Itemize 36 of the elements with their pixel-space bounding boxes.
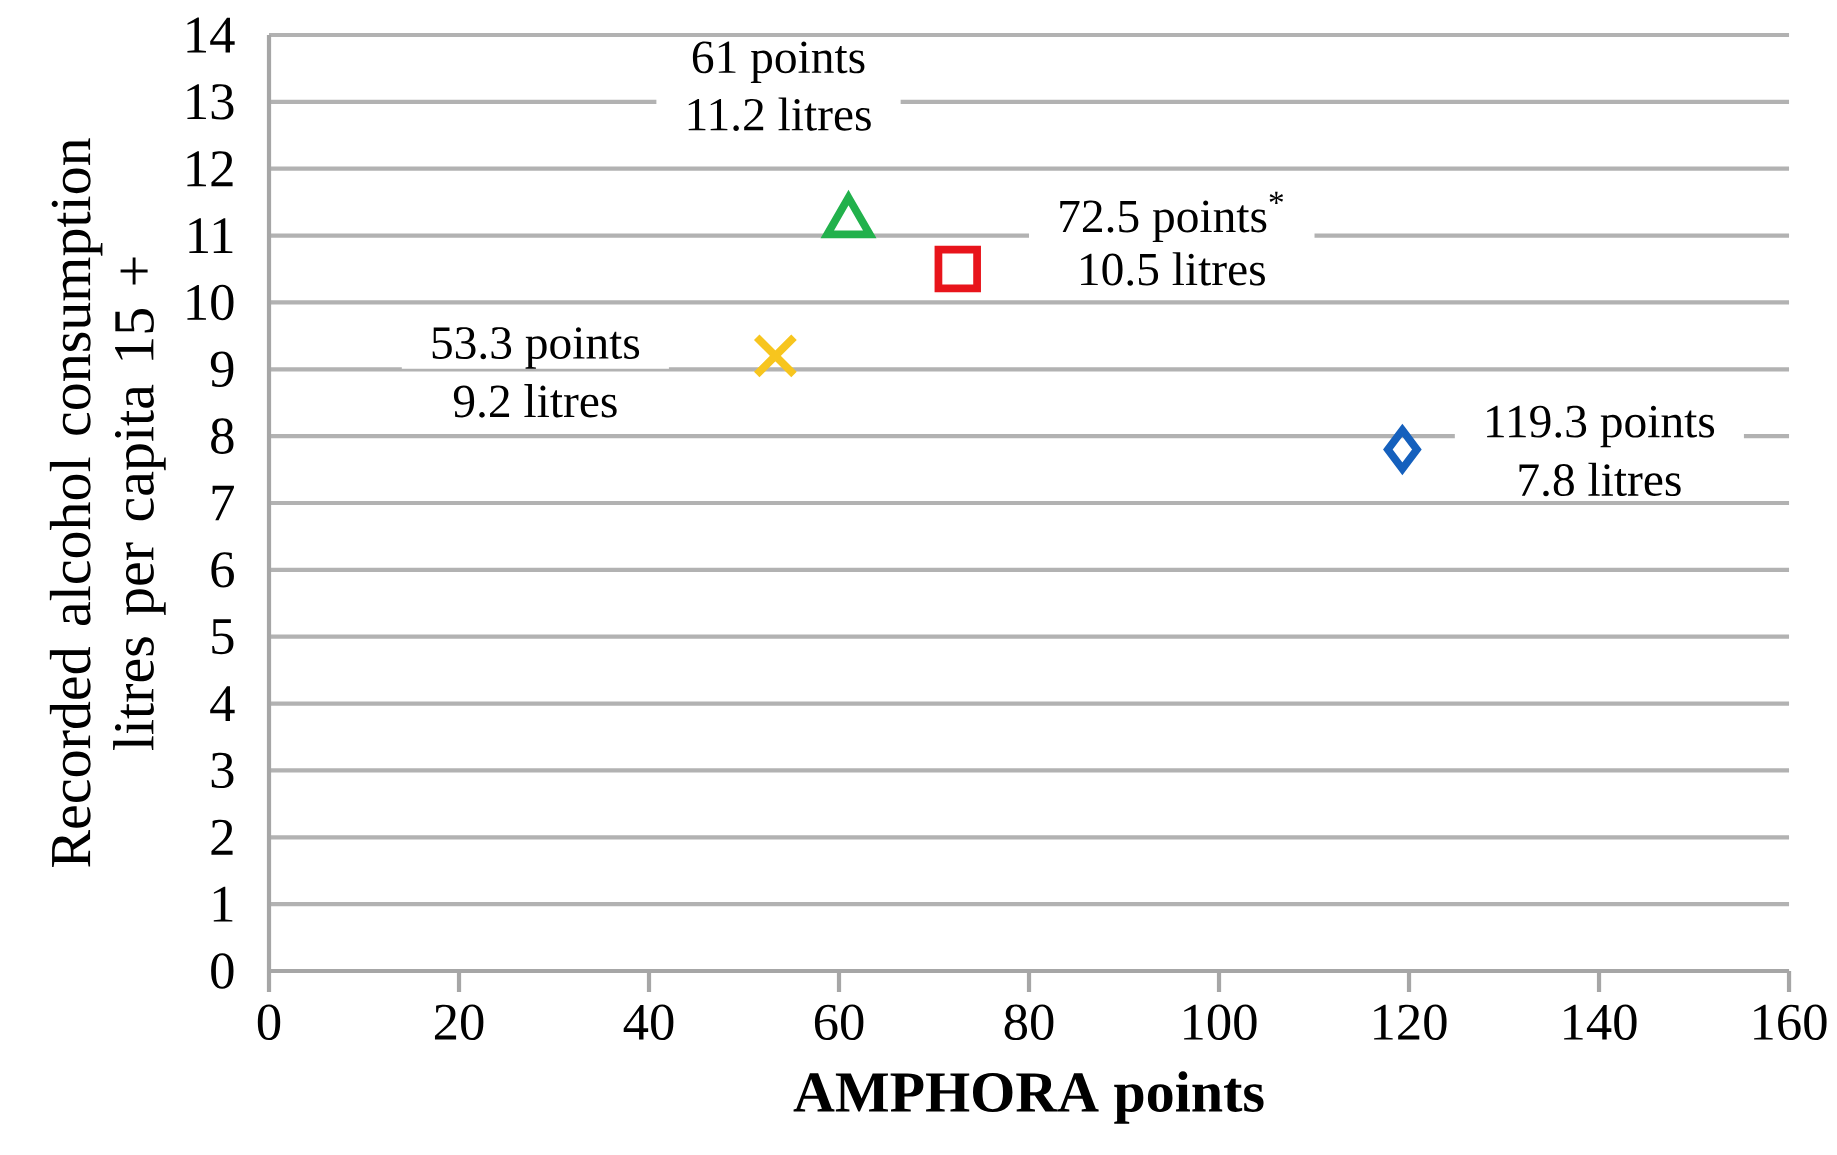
- annotation: 9.2 litres: [453, 384, 617, 418]
- y-tick-label: 4: [210, 686, 235, 721]
- y-tick-label: 6: [211, 552, 234, 588]
- y-tick-label: 5: [212, 619, 234, 655]
- y-tick-label: 14: [187, 17, 235, 53]
- x-tick-label: 120: [1374, 1004, 1447, 1041]
- annotation: 7.8 litres: [1519, 462, 1681, 497]
- y-tick-label: 7: [212, 485, 234, 521]
- y-tick-label: 2: [211, 819, 233, 855]
- y-tick-label: 9: [210, 351, 234, 387]
- x-tick-label: 60: [814, 1004, 864, 1041]
- x-tick-label: 0: [257, 1004, 281, 1041]
- x-tick-label: 40: [623, 1004, 674, 1041]
- annotation: 11.2 litres: [688, 97, 871, 131]
- y-tick-label: 3: [211, 752, 234, 789]
- x-axis-title: AMPHORA points: [793, 1071, 1264, 1124]
- annotation: 61 points: [692, 41, 865, 83]
- y-tick-label: 0: [211, 953, 234, 989]
- x-tick-label: 20: [434, 1004, 484, 1041]
- y-tick-label: 13: [187, 84, 234, 120]
- y-tick-label: 11: [189, 218, 233, 253]
- annotation: 10.5 litres: [1081, 252, 1265, 286]
- x-tick-label: 100: [1184, 1004, 1257, 1041]
- y-axis-title: Recorded alcohol consumption litres per capita 15 +: [49, 138, 166, 867]
- x-tick-label: 160: [1754, 1004, 1827, 1041]
- annotation: 119.3 points: [1487, 405, 1715, 448]
- point: [934, 245, 981, 293]
- annotation: 72.5 points$^{*}$: [1060, 191, 1284, 243]
- x-tick-label: 140: [1564, 1004, 1637, 1041]
- y-tick-label: 8: [211, 418, 234, 454]
- y-tick-label: 10: [187, 284, 234, 321]
- annotation: 53.3 points: [432, 327, 640, 369]
- point: [752, 333, 798, 379]
- x-tick-label: 80: [1004, 1004, 1054, 1041]
- y-tick-label: 1: [213, 886, 233, 922]
- y-tick-label: 12: [187, 151, 233, 187]
